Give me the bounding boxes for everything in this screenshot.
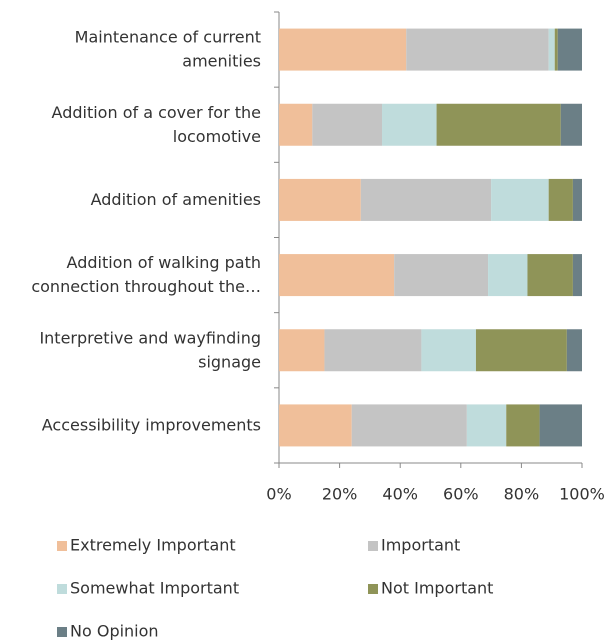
category-label: Accessibility improvements: [42, 415, 261, 434]
bar-segment: [466, 404, 507, 447]
bar-segment: [548, 178, 573, 221]
x-tick-label: 60%: [443, 485, 479, 504]
bar-segment: [279, 178, 361, 221]
legend-label: Important: [381, 536, 460, 555]
bar-segment: [548, 28, 555, 71]
bar-segment: [279, 329, 325, 372]
category-label: Addition of amenities: [91, 189, 261, 208]
legend-label: Not Important: [381, 579, 493, 598]
bar-segment: [421, 329, 476, 372]
category-label: Addition of walking path connection throu…: [31, 253, 261, 296]
legend-swatch: [368, 584, 378, 594]
bar-segment: [436, 103, 561, 146]
bar-segment: [491, 178, 549, 221]
bar-segment: [360, 178, 492, 221]
bar-segment: [560, 103, 582, 146]
category-label: Maintenance of current amenities: [75, 27, 261, 70]
bar-segment: [572, 178, 582, 221]
bar-segment: [279, 28, 407, 71]
bar-segment: [539, 404, 582, 447]
bar-segment: [279, 254, 395, 297]
bar-segment: [382, 103, 437, 146]
legend-label: Extremely Important: [70, 536, 236, 555]
bar-segment: [506, 404, 540, 447]
category-label: Addition of a cover for the locomotive: [52, 102, 261, 145]
bar-segment: [488, 254, 528, 297]
bar-segment: [406, 28, 549, 71]
legend-swatch: [57, 627, 67, 637]
category-label: Interpretive and wayfinding signage: [39, 328, 261, 371]
bar-segment: [572, 254, 582, 297]
x-tick-label: 80%: [504, 485, 540, 504]
bar-segment: [527, 254, 573, 297]
legend-swatch: [368, 541, 378, 551]
bar-segment: [557, 28, 582, 71]
x-tick-label: 20%: [322, 485, 358, 504]
x-tick-label: 0%: [266, 485, 291, 504]
bar-segment: [324, 329, 422, 372]
legend-label: No Opinion: [70, 622, 159, 641]
legend-swatch: [57, 584, 67, 594]
x-tick-label: 100%: [559, 485, 605, 504]
bar-segment: [566, 329, 582, 372]
bar-segment: [279, 404, 352, 447]
bar-segment: [394, 254, 489, 297]
legend-label: Somewhat Important: [70, 579, 239, 598]
bar-segment: [351, 404, 467, 447]
x-tick-label: 40%: [382, 485, 418, 504]
bar-segment: [279, 103, 313, 146]
bar-segment: [475, 329, 567, 372]
legend-swatch: [57, 541, 67, 551]
bar-segment: [554, 28, 558, 71]
bar-segment: [312, 103, 383, 146]
